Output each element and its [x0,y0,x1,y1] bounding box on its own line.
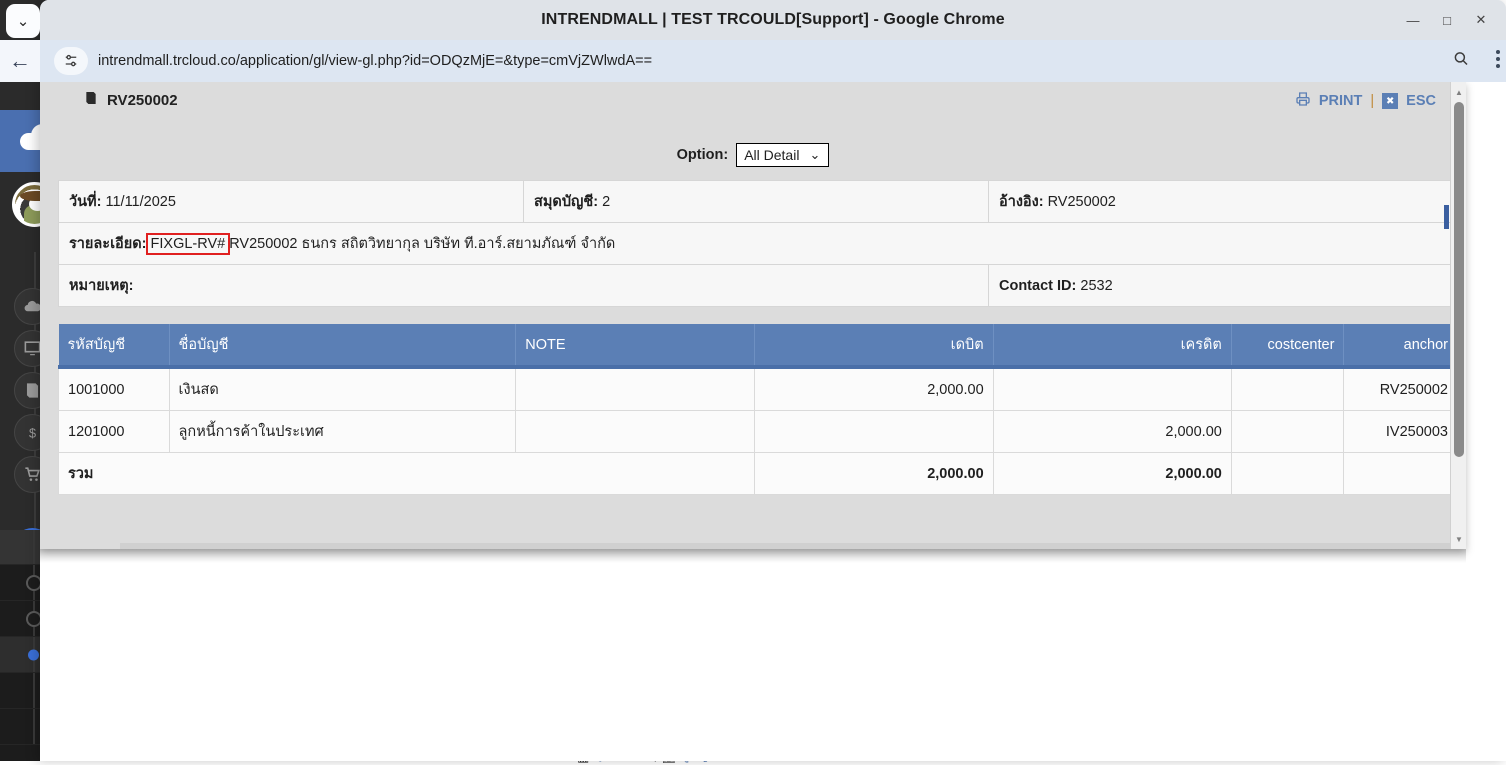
close-button[interactable]: ✕ [1464,5,1498,35]
back-button[interactable]: ← [0,40,40,82]
cell-anchor: RV250002 [1344,367,1458,411]
window-title: INTRENDMALL | TEST TRCOULD[Support] - Go… [541,11,1004,29]
note-cell: หมายเหตุ: [59,265,989,307]
chrome-menu-icon[interactable] [1496,50,1500,68]
minimize-button[interactable]: — [1396,5,1430,35]
chevron-down-icon: ⌄ [17,12,30,30]
column-header-debit: เดบิต [755,324,993,367]
date-value: 11/11/2025 [105,194,175,210]
browser-toolbar: intrendmall.trcloud.co/application/gl/vi… [40,40,1506,82]
book-value: 2 [602,194,610,210]
browser-window: INTRENDMALL | TEST TRCOULD[Support] - Go… [40,0,1506,761]
svg-text:$: $ [29,426,36,440]
cell-account-code: 1201000 [59,411,170,453]
column-header-costcenter: costcenter [1231,324,1344,367]
cell-note [516,411,755,453]
scroll-down-arrow[interactable]: ▼ [1451,531,1467,547]
detail-highlight: FIXGL-RV# [146,233,231,255]
column-header-account-name: ชื่อบัญชี [169,324,516,367]
scrollbar-thumb[interactable] [1454,102,1464,457]
cell-total-label: รวม [59,453,755,495]
contact-id-value: 2532 [1080,278,1112,294]
cell-note [516,367,755,411]
date-cell: วันที่: 11/11/2025 [59,181,524,223]
table-row: วันที่: 11/11/2025 สมุดบัญชี: 2 อ้างอิง:… [59,181,1458,223]
book-cell: สมุดบัญชี: 2 [524,181,989,223]
cell-costcenter [1231,367,1344,411]
gl-preview-modal: RV250002 PRINT | ✖ ESC Option: [40,82,1466,549]
modal-header-actions: PRINT | ✖ ESC [1295,91,1436,111]
action-divider: | [1370,93,1374,109]
cell-anchor: IV250003 [1344,411,1458,453]
contact-id-cell: Contact ID: 2532 [989,265,1458,307]
arrow-left-icon: ← [9,48,31,74]
detail-rest: RV250002 ธนกร สถิตวิทยากุล บริษัท ที.อาร… [229,236,615,252]
window-controls: — □ ✕ [1396,0,1498,40]
column-header-note: NOTE [516,324,755,367]
tab-search-chevron-icon[interactable]: ⌄ [6,4,40,38]
option-bar: Option: All Detail ⌄ [40,134,1466,176]
modal-shadow [40,549,1466,563]
page-content: RV250002 PRINT | ✖ ESC Option: [40,82,1506,761]
cell-account-name: ลูกหนี้การค้าในประเทศ [169,411,516,453]
modal-header: RV250002 PRINT | ✖ ESC [40,82,1466,118]
site-settings-icon[interactable] [54,47,88,75]
book-icon [83,90,99,110]
modal-doc-id: RV250002 [83,90,178,110]
date-label: วันที่: [69,194,101,210]
scroll-up-arrow[interactable]: ▲ [1451,84,1467,100]
address-bar-url[interactable]: intrendmall.trcloud.co/application/gl/vi… [98,53,652,69]
table-row: 1201000 ลูกหนี้การค้าในประเทศ 2,000.00 I… [59,411,1458,453]
book-label: สมุดบัญชี: [534,194,598,210]
cell-total-credit: 2,000.00 [993,453,1231,495]
reference-cell: อ้างอิง: RV250002 [989,181,1458,223]
close-icon[interactable]: ✖ [1382,93,1398,109]
reference-label: อ้างอิง: [999,194,1044,210]
esc-button[interactable]: ESC [1406,93,1436,109]
cell-debit [755,411,993,453]
cell-account-name: เงินสด [169,367,516,411]
table-row: หมายเหตุ: Contact ID: 2532 [59,265,1458,307]
detail-label: รายละเอียด: [69,236,147,252]
scroll-marker [1444,205,1449,229]
note-label: หมายเหตุ: [69,278,134,294]
chevron-down-icon: ⌄ [809,151,820,159]
zoom-icon[interactable] [1452,50,1470,73]
printer-icon[interactable] [1295,91,1311,111]
table-total-row: รวม 2,000.00 2,000.00 [59,453,1458,495]
cell-credit [993,367,1231,411]
table-header-row: รหัสบัญชี ชื่อบัญชี NOTE เดบิต เครดิต co… [59,324,1458,367]
gl-entries-table: รหัสบัญชี ชื่อบัญชี NOTE เดบิต เครดิต co… [58,324,1458,495]
table-row: รายละเอียด:FIXGL-RV#RV250002 ธนกร สถิตวิ… [59,223,1458,265]
column-header-credit: เครดิต [993,324,1231,367]
cell-costcenter [1231,411,1344,453]
table-row: 1001000 เงินสด 2,000.00 RV250002 [59,367,1458,411]
column-header-anchor: anchor [1344,324,1458,367]
modal-horizontal-scrollbar[interactable] [120,543,1450,549]
modal-doc-id-text: RV250002 [107,92,178,109]
document-info-table: วันที่: 11/11/2025 สมุดบัญชี: 2 อ้างอิง:… [58,180,1458,307]
cell-total-costcenter [1231,453,1344,495]
cell-total-anchor [1344,453,1458,495]
option-selected-value: All Detail [744,147,799,163]
detail-cell: รายละเอียด:FIXGL-RV#RV250002 ธนกร สถิตวิ… [59,223,1458,265]
option-label: Option: [677,147,729,163]
cell-debit: 2,000.00 [755,367,993,411]
browser-titlebar: INTRENDMALL | TEST TRCOULD[Support] - Go… [40,0,1506,40]
contact-id-label: Contact ID: [999,278,1076,294]
cell-total-debit: 2,000.00 [755,453,993,495]
print-button[interactable]: PRINT [1319,93,1363,109]
cell-account-code: 1001000 [59,367,170,411]
modal-scrollbar[interactable]: ▲ ▼ [1450,82,1466,549]
column-header-account-code: รหัสบัญชี [59,324,170,367]
option-select[interactable]: All Detail ⌄ [736,143,829,167]
reference-value: RV250002 [1048,194,1116,210]
maximize-button[interactable]: □ [1430,5,1464,35]
cell-credit: 2,000.00 [993,411,1231,453]
